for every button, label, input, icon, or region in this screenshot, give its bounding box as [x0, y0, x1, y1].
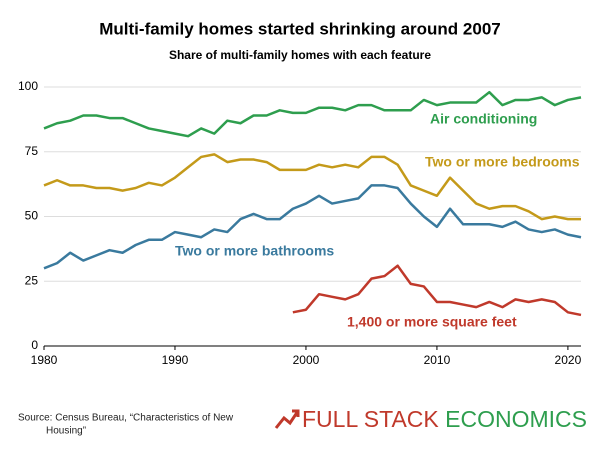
series-label: Two or more bedrooms — [425, 154, 580, 170]
logo-text: FULL STACK ECONOMICS — [302, 406, 587, 432]
source: Source: Census Bureau, “Characteristics … — [18, 413, 234, 424]
logo-part: FULL STACK — [302, 406, 439, 432]
series-label: Air conditioning — [430, 111, 537, 127]
x-tick-label: 1990 — [162, 353, 189, 367]
logo-icon — [292, 409, 300, 417]
chart-title: Multi-family homes started shrinking aro… — [99, 19, 500, 38]
y-tick-label: 25 — [25, 273, 39, 287]
y-tick-label: 0 — [31, 338, 38, 352]
y-tick-label: 75 — [25, 144, 39, 158]
logo-icon — [274, 410, 300, 429]
logo-part: ECONOMICS — [445, 406, 587, 432]
y-tick-label: 100 — [18, 79, 38, 93]
series-label: Two or more bathrooms — [175, 243, 334, 259]
source: Housing” — [46, 426, 86, 437]
chart-subtitle: Share of multi-family homes with each fe… — [169, 48, 431, 62]
y-tick-label: 50 — [25, 209, 39, 223]
x-tick-label: 2010 — [424, 353, 451, 367]
x-tick-label: 1980 — [31, 353, 58, 367]
series-line — [43, 153, 581, 221]
series-line — [43, 184, 582, 270]
series-line — [43, 90, 582, 138]
series-line — [292, 264, 582, 317]
x-tick-label: 2000 — [293, 353, 320, 367]
x-tick-label: 2020 — [555, 353, 582, 367]
series-label: 1,400 or more square feet — [347, 314, 517, 330]
logo: FULL STACK ECONOMICS — [274, 406, 587, 432]
